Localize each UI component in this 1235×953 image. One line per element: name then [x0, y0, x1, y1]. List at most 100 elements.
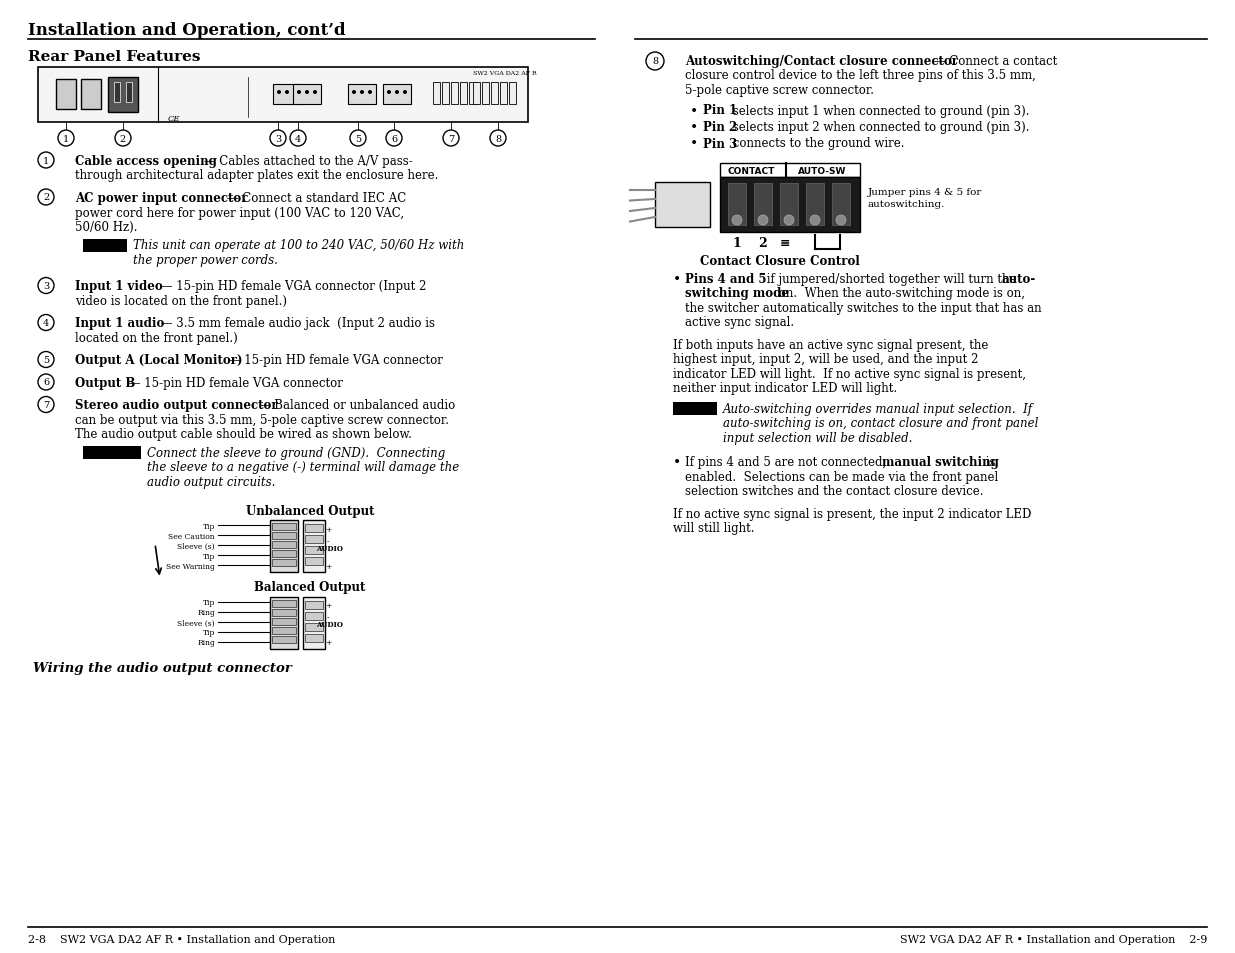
Text: See Caution: See Caution — [168, 533, 215, 540]
Text: 6: 6 — [391, 134, 398, 143]
Text: neither input indicator LED will light.: neither input indicator LED will light. — [673, 382, 897, 395]
Bar — [303, 597, 325, 649]
Text: CE: CE — [168, 115, 180, 123]
Text: +: + — [325, 562, 331, 571]
Text: — Connect a standard IEC AC: — Connect a standard IEC AC — [224, 192, 406, 205]
Text: Pin 3: Pin 3 — [703, 137, 737, 151]
Circle shape — [38, 152, 54, 169]
Text: If pins 4 and 5 are not connected,: If pins 4 and 5 are not connected, — [685, 456, 890, 469]
Bar — [273, 85, 301, 105]
Text: 50/60 Hz).: 50/60 Hz). — [75, 221, 137, 233]
Text: Output A (Local Monitor): Output A (Local Monitor) — [75, 355, 242, 367]
Text: Auto-switching overrides manual input selection.  If: Auto-switching overrides manual input se… — [722, 402, 1034, 416]
Circle shape — [387, 91, 391, 95]
Text: the proper power cords.: the proper power cords. — [133, 253, 278, 267]
Text: Tip: Tip — [203, 522, 215, 531]
Text: audio output circuits.: audio output circuits. — [147, 476, 275, 489]
Text: selects input 2 when connected to ground (pin 3).: selects input 2 when connected to ground… — [729, 121, 1030, 133]
Text: Pin 2: Pin 2 — [703, 121, 737, 133]
Text: is: is — [982, 456, 995, 469]
Circle shape — [732, 215, 742, 226]
Text: through architectural adapter plates exit the enclosure here.: through architectural adapter plates exi… — [75, 170, 438, 182]
Text: 7: 7 — [43, 400, 49, 410]
Circle shape — [443, 131, 459, 147]
Bar — [348, 85, 375, 105]
Text: Rear Panel Features: Rear Panel Features — [28, 50, 200, 64]
Text: closure control device to the left three pins of this 3.5 mm,: closure control device to the left three… — [685, 70, 1036, 82]
Bar — [482, 83, 489, 105]
Text: manual switching: manual switching — [882, 456, 999, 469]
Text: can be output via this 3.5 mm, 5-pole captive screw connector.: can be output via this 3.5 mm, 5-pole ca… — [75, 414, 450, 427]
Bar — [832, 184, 850, 226]
Bar — [492, 83, 498, 105]
Circle shape — [285, 91, 289, 95]
Text: enabled.  Selections can be made via the front panel: enabled. Selections can be made via the … — [685, 471, 998, 483]
Text: Pin 1: Pin 1 — [703, 105, 737, 117]
Text: if jumpered/shorted together will turn the: if jumpered/shorted together will turn t… — [763, 273, 1020, 286]
Text: — 15-pin HD female VGA connector: — 15-pin HD female VGA connector — [225, 355, 443, 367]
Text: — Cables attached to the A/V pass-: — Cables attached to the A/V pass- — [200, 154, 412, 168]
Text: See Warning: See Warning — [167, 562, 215, 571]
Bar — [272, 533, 296, 539]
Text: Installation and Operation, cont’d: Installation and Operation, cont’d — [28, 22, 346, 39]
Circle shape — [296, 91, 301, 95]
Circle shape — [646, 53, 664, 71]
Circle shape — [38, 352, 54, 368]
Bar — [272, 523, 296, 531]
Text: the switcher automatically switches to the input that has an: the switcher automatically switches to t… — [685, 302, 1041, 314]
Text: AUDIO: AUDIO — [316, 620, 343, 629]
Bar — [806, 184, 824, 226]
Text: •: • — [673, 273, 682, 287]
Text: AUDIO: AUDIO — [316, 544, 343, 553]
Bar — [451, 83, 458, 105]
Text: •: • — [673, 456, 682, 470]
Text: Input 1 video: Input 1 video — [75, 280, 163, 294]
Bar — [272, 609, 296, 616]
Bar — [293, 85, 321, 105]
Text: selection switches and the contact closure device.: selection switches and the contact closu… — [685, 485, 983, 498]
Text: AUTO-SW: AUTO-SW — [798, 167, 846, 175]
Text: Pins 4 and 5: Pins 4 and 5 — [685, 273, 767, 286]
Circle shape — [810, 215, 820, 226]
Text: •: • — [690, 121, 698, 135]
Bar — [500, 83, 508, 105]
Bar — [720, 178, 860, 233]
Bar — [727, 184, 746, 226]
Text: Sleeve (s): Sleeve (s) — [178, 618, 215, 627]
Text: — 3.5 mm female audio jack  (Input 2 audio is: — 3.5 mm female audio jack (Input 2 audi… — [157, 317, 435, 330]
Text: Ring: Ring — [198, 609, 215, 617]
Circle shape — [277, 91, 282, 95]
Bar — [107, 78, 138, 112]
Text: +: + — [325, 525, 331, 534]
Bar — [305, 536, 324, 543]
Circle shape — [38, 278, 54, 294]
Text: 3: 3 — [275, 134, 282, 143]
Text: 5: 5 — [43, 355, 49, 365]
Text: Tip: Tip — [203, 553, 215, 560]
Text: autoswitching.: autoswitching. — [868, 200, 945, 209]
Bar — [38, 68, 529, 123]
Circle shape — [38, 190, 54, 206]
Text: the sleeve to a negative (-) terminal will damage the: the sleeve to a negative (-) terminal wi… — [147, 461, 459, 474]
Bar — [272, 599, 296, 607]
Bar — [305, 612, 324, 619]
Circle shape — [352, 91, 356, 95]
Text: 4: 4 — [43, 318, 49, 328]
Bar — [270, 520, 298, 573]
Text: input selection will be disabled.: input selection will be disabled. — [722, 432, 913, 444]
Circle shape — [312, 91, 317, 95]
Circle shape — [350, 131, 366, 147]
Text: -: - — [327, 537, 330, 545]
Text: CONTACT: CONTACT — [727, 167, 774, 175]
Text: power cord here for power input (100 VAC to 120 VAC,: power cord here for power input (100 VAC… — [75, 206, 404, 219]
Circle shape — [38, 375, 54, 391]
Text: selects input 1 when connected to ground (pin 3).: selects input 1 when connected to ground… — [729, 105, 1030, 117]
Text: — Connect a contact: — Connect a contact — [930, 55, 1057, 68]
Text: SW2 VGA DA2 AF R: SW2 VGA DA2 AF R — [473, 71, 537, 76]
Text: The audio output cable should be wired as shown below.: The audio output cable should be wired a… — [75, 428, 412, 441]
Bar — [781, 184, 798, 226]
Text: active sync signal.: active sync signal. — [685, 316, 794, 329]
Circle shape — [387, 131, 403, 147]
Circle shape — [368, 91, 372, 95]
Text: NOTE: NOTE — [88, 241, 122, 251]
